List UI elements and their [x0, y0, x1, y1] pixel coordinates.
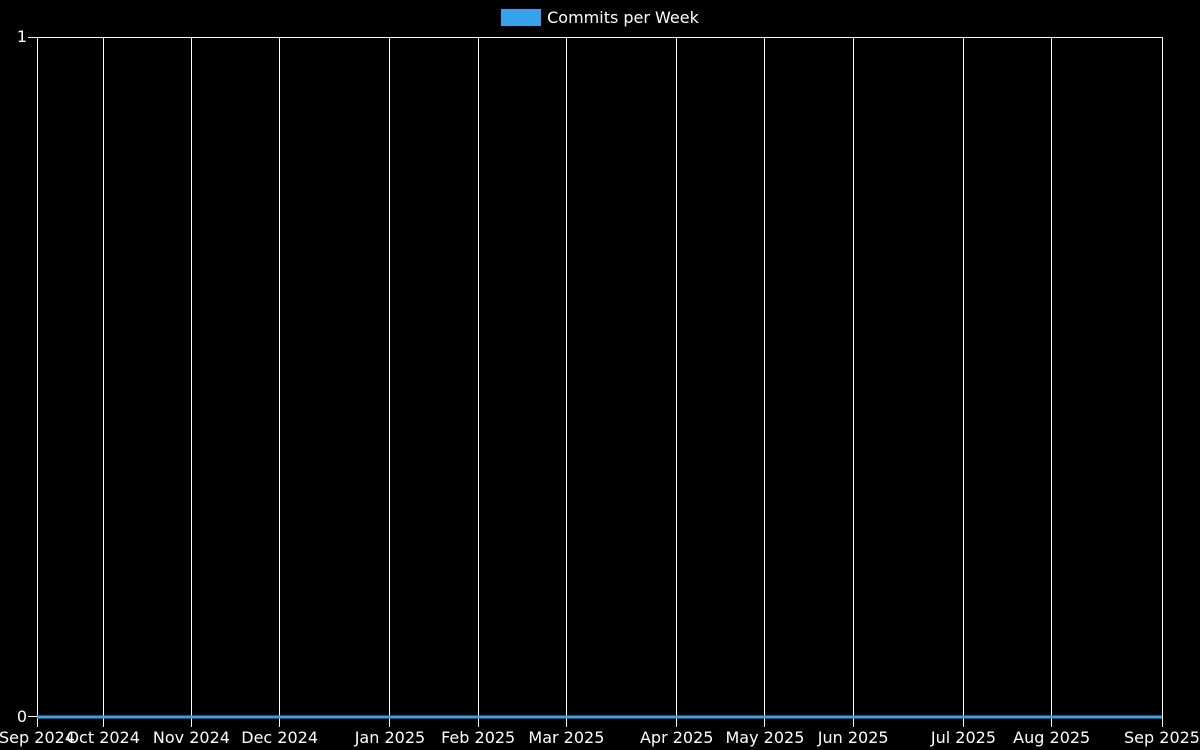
- x-gridline-aug-2025: [1051, 37, 1053, 727]
- x-gridline-may-2025: [764, 37, 766, 727]
- y-axis-tick-0: [28, 716, 37, 717]
- x-tick-label-feb-2025: Feb 2025: [441, 728, 516, 747]
- legend-swatch: [501, 9, 542, 26]
- x-gridline-dec-2024: [279, 37, 281, 727]
- x-tick-label-dec-2024: Dec 2024: [241, 728, 319, 747]
- x-tick-label-jan-2025: Jan 2025: [354, 728, 426, 747]
- y-gridline-max: [28, 37, 1162, 38]
- plot-area: Sep 2024 Oct 2024 Nov 2024 Dec 2024 Jan 2025…: [0, 37, 1200, 747]
- x-gridline-jul-2025: [962, 37, 964, 727]
- data-line-svg: [37, 715, 1162, 719]
- x-tick-label-may-2025: May 2025: [725, 728, 805, 747]
- x-gridline-mar-2025: [565, 37, 567, 727]
- x-gridline-apr-2025: [676, 37, 678, 727]
- x-gridline-oct-2024: [102, 37, 104, 727]
- x-tick-label-jun-2025: Jun 2025: [817, 728, 889, 747]
- legend-item-commits-per-week[interactable]: Commits per Week: [501, 9, 699, 26]
- legend-label: Commits per Week: [547, 8, 699, 27]
- x-tick-label-apr-2025: Apr 2025: [639, 728, 714, 747]
- x-gridline-jan-2025: [389, 37, 391, 727]
- x-gridline-nov-2024: [190, 37, 192, 727]
- x-gridline-jun-2025: [852, 37, 854, 727]
- x-gridline-sep-2025: [1161, 37, 1163, 727]
- y-tick-label-0: 0: [16, 707, 27, 726]
- x-tick-label-sep-2025: Sep 2025: [1124, 728, 1200, 747]
- x-tick-label-nov-2024: Nov 2024: [152, 728, 230, 747]
- x-tick-label-jul-2025: Jul 2025: [930, 728, 997, 747]
- y-tick-label-1: 1: [16, 27, 27, 46]
- x-tick-label-mar-2025: Mar 2025: [528, 728, 605, 747]
- x-gridline-feb-2025: [477, 37, 479, 727]
- x-tick-label-sep-2024: Sep 2024: [0, 728, 75, 747]
- legend: Commits per Week: [0, 9, 1200, 26]
- x-tick-label-aug-2025: Aug 2025: [1013, 728, 1091, 747]
- x-gridline-sep-2024: [36, 37, 38, 727]
- x-tick-label-oct-2024: Oct 2024: [66, 728, 140, 747]
